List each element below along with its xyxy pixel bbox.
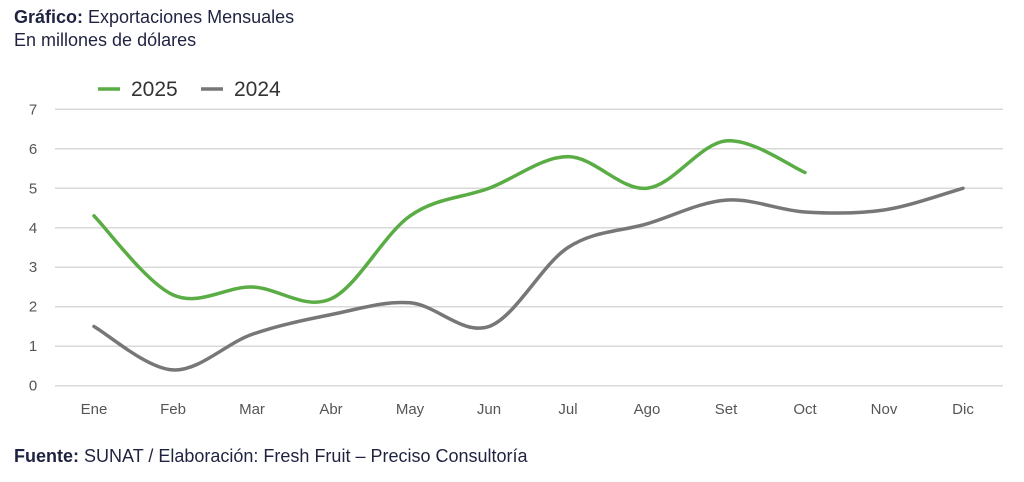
x-tick-label: Jun [477, 401, 501, 418]
chart-title: Gráfico: Exportaciones Mensuales En mill… [14, 6, 294, 52]
title-label: Gráfico: [14, 7, 84, 27]
source-label: Fuente: [14, 446, 79, 466]
y-tick-label: 2 [29, 299, 37, 316]
y-tick-label: 0 [29, 378, 37, 395]
y-tick-label: 5 [29, 180, 37, 197]
x-tick-label: Ago [634, 401, 661, 418]
source-note: Fuente: SUNAT / Elaboración: Fresh Fruit… [14, 446, 528, 467]
y-tick-label: 3 [29, 259, 37, 276]
chart-subtitle: En millones de dólares [14, 30, 197, 50]
x-tick-label: Mar [239, 401, 265, 418]
source-text: SUNAT / Elaboración: Fresh Fruit – Preci… [84, 446, 528, 466]
x-tick-label: Feb [160, 401, 186, 418]
x-tick-label: May [396, 401, 425, 418]
y-tick-label: 6 [29, 141, 37, 158]
title-text: Exportaciones Mensuales [88, 7, 295, 27]
x-tick-label: Abr [319, 401, 342, 418]
x-tick-label: Dic [952, 401, 974, 418]
x-tick-label: Jul [558, 401, 577, 418]
y-tick-label: 4 [29, 220, 37, 237]
legend-label-2025: 2025 [131, 78, 178, 101]
x-tick-label: Nov [871, 401, 898, 418]
y-tick-label: 1 [29, 338, 37, 355]
x-tick-label: Ene [81, 401, 108, 418]
series-line-2025 [92, 139, 807, 304]
series-line-2024 [92, 186, 965, 372]
legend-label-2024: 2024 [234, 78, 281, 101]
x-tick-label: Set [715, 401, 738, 418]
x-tick-label: Oct [793, 401, 817, 418]
line-chart: 0 1 2 3 4 5 6 7 Ene Feb Mar Abr May Jun Jul Ago Set Oct No… [29, 78, 1003, 418]
y-tick-label: 7 [29, 101, 37, 118]
